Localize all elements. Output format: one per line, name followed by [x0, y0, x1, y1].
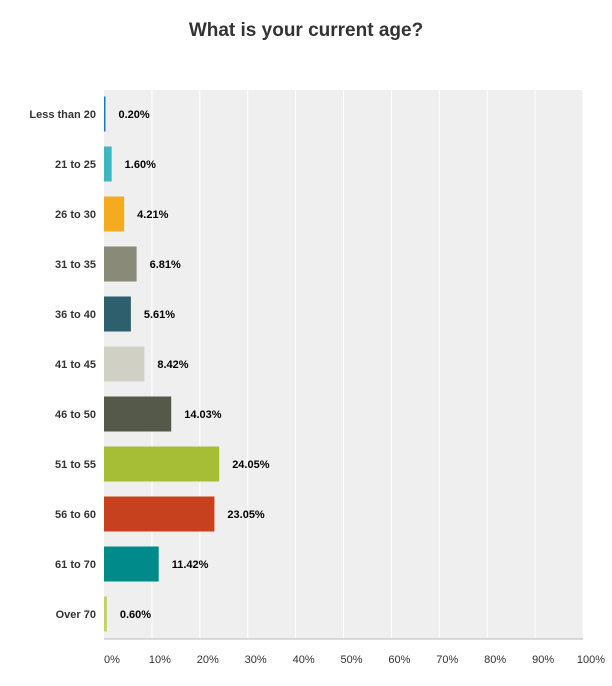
- bar-7: [104, 446, 220, 482]
- x-tick-label-9: 90%: [532, 654, 554, 666]
- value-label-4: 5.61%: [144, 309, 175, 321]
- category-label-3: 31 to 35: [55, 259, 96, 271]
- x-tick-label-1: 10%: [149, 654, 171, 666]
- value-label-2: 4.21%: [137, 209, 168, 221]
- value-label-9: 11.42%: [172, 559, 209, 571]
- x-tick-label-0: 0%: [104, 654, 120, 666]
- value-label-1: 1.60%: [125, 159, 156, 171]
- category-label-6: 46 to 50: [55, 409, 96, 421]
- bar-5: [104, 346, 145, 382]
- value-label-5: 8.42%: [157, 359, 188, 371]
- x-tick-label-2: 20%: [197, 654, 219, 666]
- x-tick-label-6: 60%: [388, 654, 410, 666]
- category-label-8: 56 to 60: [55, 509, 96, 521]
- category-label-7: 51 to 55: [55, 459, 96, 471]
- x-tick-label-4: 40%: [293, 654, 315, 666]
- bar-4: [104, 296, 131, 332]
- value-label-7: 24.05%: [232, 459, 270, 471]
- bar-8: [104, 496, 215, 532]
- x-tick-label-7: 70%: [436, 654, 458, 666]
- bar-2: [104, 196, 125, 232]
- category-label-1: 21 to 25: [55, 159, 96, 171]
- category-label-2: 26 to 30: [55, 209, 96, 221]
- category-label-0: Less than 20: [29, 109, 96, 121]
- bar-3: [104, 246, 137, 282]
- x-tick-label-5: 50%: [340, 654, 362, 666]
- bar-1: [104, 146, 112, 182]
- chart-title: What is your current age?: [188, 20, 424, 41]
- value-label-6: 14.03%: [184, 409, 222, 421]
- x-tick-label-8: 80%: [484, 654, 506, 666]
- x-tick-label-3: 30%: [245, 654, 267, 666]
- value-label-0: 0.20%: [119, 109, 150, 121]
- category-label-9: 61 to 70: [55, 559, 96, 571]
- category-label-5: 41 to 45: [55, 359, 96, 371]
- bar-6: [104, 396, 172, 432]
- value-label-8: 23.05%: [227, 509, 265, 521]
- value-label-3: 6.81%: [150, 259, 181, 271]
- bar-9: [104, 546, 159, 582]
- category-label-4: 36 to 40: [55, 309, 96, 321]
- bar-0: [104, 96, 106, 132]
- category-label-10: Over 70: [56, 609, 96, 621]
- bar-10: [104, 596, 107, 632]
- value-label-10: 0.60%: [120, 609, 151, 621]
- x-tick-label-10: 100%: [577, 654, 605, 666]
